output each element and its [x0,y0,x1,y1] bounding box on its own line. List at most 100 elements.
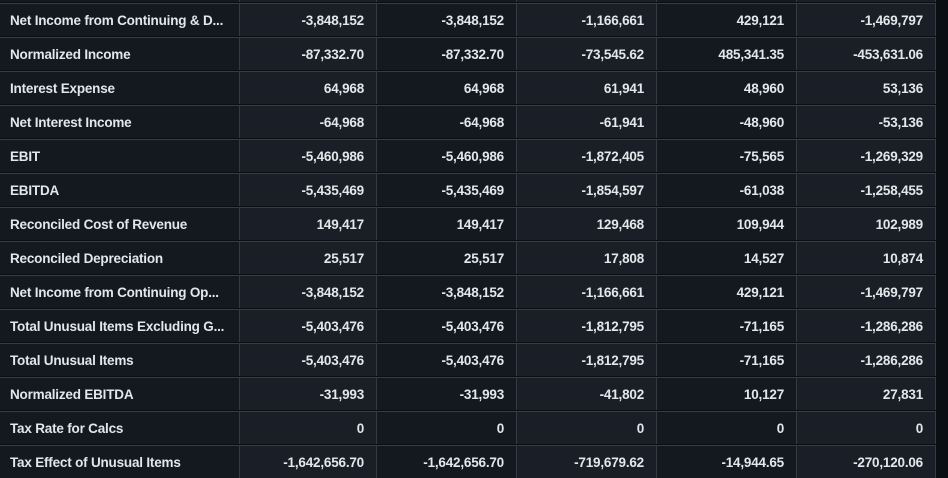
value-cell [797,0,936,2]
value-cell: -31,993 [377,377,517,410]
value-cell: 149,417 [240,207,377,240]
table-row[interactable]: Net Income from Continuing & D... -3,848,… [0,3,936,37]
value-cell: -1,872,405 [517,139,657,172]
value-cell: -75,565 [657,139,797,172]
value-cell: 61,941 [517,71,657,104]
value-cell [657,0,797,2]
value-cell: 0 [657,411,797,444]
row-label-cell: Normalized Income [0,37,240,70]
value-cell: 14,527 [657,241,797,274]
row-label-cell: Net Income from Continuing Op... [0,275,240,308]
table-row[interactable]: Total Unusual Items -5,403,476 -5,403,476-… [0,343,936,377]
value-cell: -53,136 [797,105,936,138]
value-cell: -48,960 [657,105,797,138]
value-cell: -61,038 [657,173,797,206]
value-cell: 17,808 [517,241,657,274]
row-label-cell: Normalized EBITDA [0,377,240,410]
value-cell: -719,679.62 [517,445,657,478]
table-row[interactable]: Net Interest Income -64,968 -64,968 -61,941… [0,105,936,139]
row-label-cell: Net Income from Continuing & D... [0,3,240,36]
value-cell: 109,944 [657,207,797,240]
right-gutter [936,0,948,478]
table-row[interactable]: Normalized Income -87,332.70 -87,332.70 -73… [0,37,936,71]
value-cell: -3,848,152 [240,3,377,36]
row-label-cell: Net Interest Income [0,105,240,138]
value-cell [377,0,517,2]
table-row-partial [0,0,936,3]
row-label-cell: Reconciled Depreciation [0,241,240,274]
value-cell: -1,166,661 [517,3,657,36]
table-row[interactable]: EBITDA -5,435,469 -5,435,469 -1,854,597 -61,… [0,173,936,207]
value-cell: -1,286,286 [797,343,936,376]
value-cell: 0 [797,411,936,444]
row-label-cell: EBIT [0,139,240,172]
value-cell: -71,165 [657,343,797,376]
row-label-cell: Tax Effect of Unusual Items [0,445,240,478]
table-row[interactable]: Interest Expense 64,968 64,968 61,941 48,960… [0,71,936,105]
value-cell: -73,545.62 [517,37,657,70]
value-cell: 27,831 [797,377,936,410]
value-cell: -5,460,986 [377,139,517,172]
value-cell: 429,121 [657,275,797,308]
table-row[interactable]: Reconciled Cost of Revenue 149,417 149,417… [0,207,936,241]
value-cell: -5,403,476 [377,343,517,376]
row-label-cell: Interest Expense [0,71,240,104]
table-row[interactable]: Total Unusual Items Excluding G... -5,403… [0,309,936,343]
value-cell: -5,403,476 [377,309,517,342]
value-cell: 25,517 [240,241,377,274]
table-row[interactable]: Tax Effect of Unusual Items -1,642,656.70… [0,445,936,478]
row-label-cell: Total Unusual Items Excluding G... [0,309,240,342]
value-cell: 10,874 [797,241,936,274]
value-cell: -87,332.70 [377,37,517,70]
row-label-cell: Tax Rate for Calcs [0,411,240,444]
value-cell: -3,848,152 [240,275,377,308]
value-cell: -1,642,656.70 [377,445,517,478]
value-cell: 25,517 [377,241,517,274]
value-cell: 429,121 [657,3,797,36]
value-cell: -1,854,597 [517,173,657,206]
value-cell: -71,165 [657,309,797,342]
value-cell: -5,435,469 [377,173,517,206]
value-cell: -1,469,797 [797,275,936,308]
value-cell [517,0,657,2]
value-cell: 10,127 [657,377,797,410]
value-cell: 64,968 [240,71,377,104]
value-cell: -453,631.06 [797,37,936,70]
table-row[interactable]: EBIT -5,460,986 -5,460,986 -1,872,405 -75,56… [0,139,936,173]
value-cell: 0 [517,411,657,444]
value-cell: -5,460,986 [240,139,377,172]
value-cell: -1,812,795 [517,309,657,342]
table-row[interactable]: Normalized EBITDA -31,993 -31,993 -41,802 10… [0,377,936,411]
table-row[interactable]: Tax Rate for Calcs 0 0 0 0 0 [0,411,936,445]
value-cell: -1,166,661 [517,275,657,308]
value-cell: 149,417 [377,207,517,240]
value-cell: -1,258,455 [797,173,936,206]
value-cell: -61,941 [517,105,657,138]
value-cell: -31,993 [240,377,377,410]
value-cell: -3,848,152 [377,3,517,36]
value-cell: -14,944.65 [657,445,797,478]
value-cell: -1,469,797 [797,3,936,36]
value-cell: 64,968 [377,71,517,104]
value-cell: -5,403,476 [240,343,377,376]
value-cell: -1,812,795 [517,343,657,376]
value-cell: 129,468 [517,207,657,240]
value-cell: -87,332.70 [240,37,377,70]
table-row[interactable]: Reconciled Depreciation 25,517 25,517 17,80… [0,241,936,275]
value-cell: -1,286,286 [797,309,936,342]
value-cell: 53,136 [797,71,936,104]
value-cell: -5,403,476 [240,309,377,342]
value-cell: -5,435,469 [240,173,377,206]
value-cell: -270,120.06 [797,445,936,478]
value-cell: 102,989 [797,207,936,240]
value-cell: -3,848,152 [377,275,517,308]
table-row[interactable]: Net Income from Continuing Op... -3,848,1… [0,275,936,309]
value-cell: 0 [377,411,517,444]
row-label-cell: Total Unusual Items [0,343,240,376]
row-label-cell: EBITDA [0,173,240,206]
value-cell: -64,968 [377,105,517,138]
value-cell: -1,269,329 [797,139,936,172]
value-cell [240,0,377,2]
